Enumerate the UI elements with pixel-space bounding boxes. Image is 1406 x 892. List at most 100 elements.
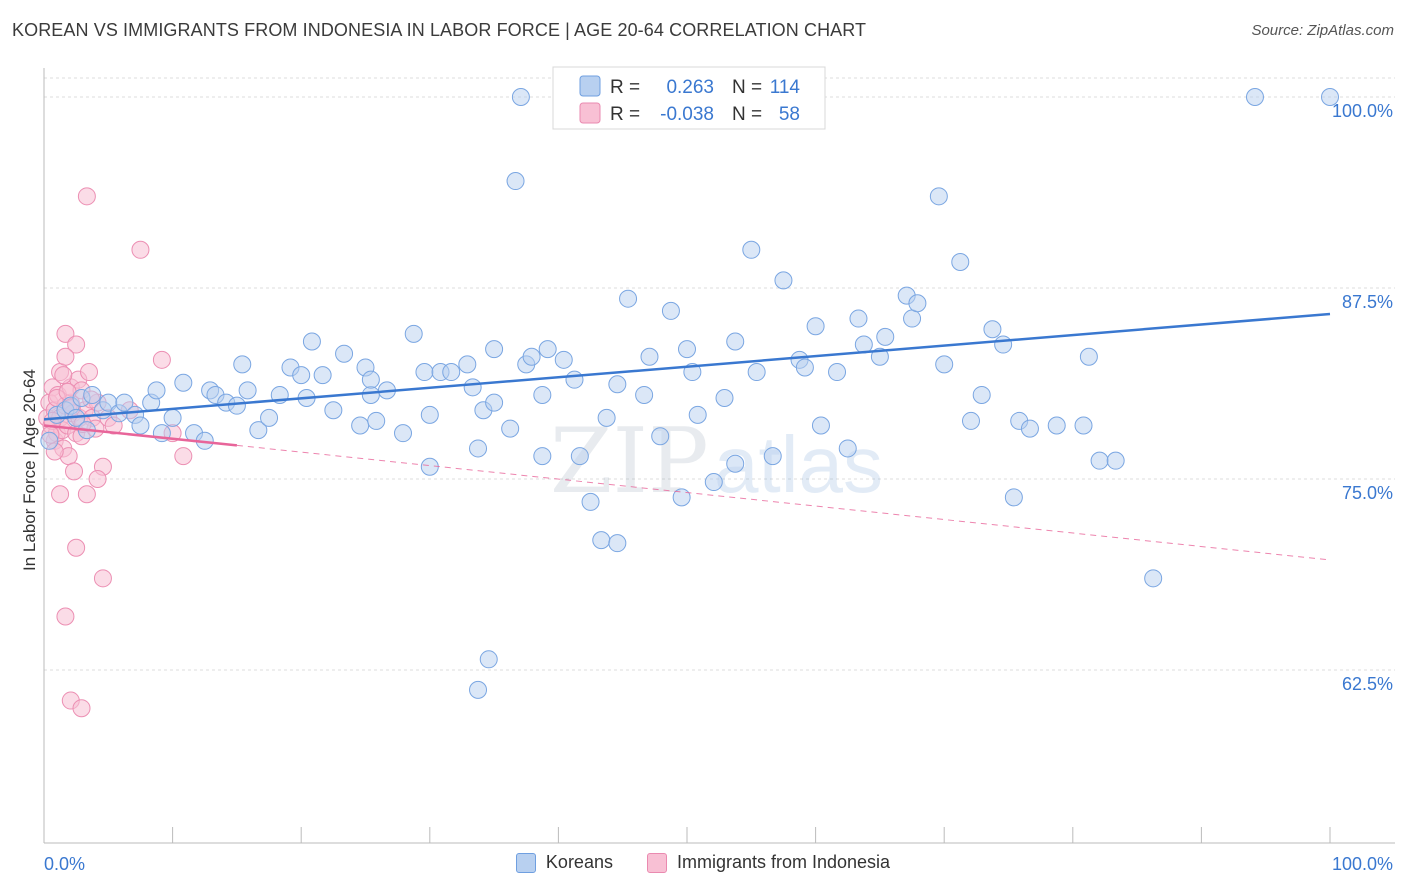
point-koreans <box>715 389 734 408</box>
point-koreans <box>1079 347 1098 366</box>
legend-n-value-koreans: 114 <box>770 77 801 98</box>
trend-indonesia-extended <box>236 444 1331 561</box>
point-koreans <box>838 439 857 458</box>
bottom-legend-swatch-koreans <box>515 852 536 873</box>
point-koreans <box>1321 88 1339 106</box>
point-koreans <box>597 408 616 427</box>
point-koreans <box>608 534 627 553</box>
point-indonesia <box>67 538 86 557</box>
point-koreans <box>806 317 825 336</box>
point-koreans <box>619 289 638 308</box>
point-koreans <box>554 350 573 369</box>
point-koreans <box>1144 569 1163 588</box>
source-label: Source: ZipAtlas.com <box>1251 22 1394 39</box>
point-indonesia <box>65 462 84 481</box>
point-koreans <box>233 355 252 374</box>
tick-labels: 62.5% 75.0% 87.5% 100.0% 0.0% 100.0% <box>44 101 1393 874</box>
legend-n-value-indonesia: 58 <box>779 104 800 125</box>
point-indonesia <box>93 569 112 588</box>
point-koreans <box>849 309 868 328</box>
point-koreans <box>704 473 723 492</box>
point-koreans <box>361 385 380 404</box>
point-indonesia <box>77 485 96 504</box>
point-indonesia <box>56 607 75 626</box>
legend-swatch-koreans <box>579 75 601 97</box>
point-koreans <box>903 309 922 328</box>
trend-koreans <box>43 312 1331 421</box>
point-koreans <box>522 347 541 366</box>
point-koreans <box>83 385 102 404</box>
point-koreans <box>592 531 611 550</box>
point-koreans <box>131 416 150 435</box>
point-indonesia <box>51 485 70 504</box>
point-koreans <box>688 405 707 424</box>
point-koreans <box>351 416 370 435</box>
bottom-legend-label-indonesia: Immigrants from Indonesia <box>676 852 891 872</box>
y-tick-label: 75.0% <box>1342 483 1393 503</box>
trend-indonesia <box>43 424 238 447</box>
point-koreans <box>469 680 488 699</box>
point-koreans <box>678 340 696 359</box>
series-koreans-points <box>40 88 1339 699</box>
axes <box>43 68 1395 844</box>
point-koreans <box>994 335 1013 354</box>
point-koreans <box>983 320 1002 339</box>
point-koreans <box>420 457 439 476</box>
point-koreans <box>1047 416 1066 435</box>
watermark: ZIP atlas <box>550 409 883 514</box>
point-koreans <box>302 332 321 351</box>
point-indonesia <box>56 324 75 343</box>
point-koreans <box>335 344 354 363</box>
point-koreans <box>1245 88 1264 106</box>
point-koreans <box>951 253 970 272</box>
point-koreans <box>795 358 814 377</box>
point-indonesia <box>67 335 86 354</box>
point-koreans <box>876 327 895 346</box>
point-koreans <box>469 439 488 458</box>
point-koreans <box>640 347 659 366</box>
trend-lines <box>43 312 1331 561</box>
bottom-legend-indonesia: Immigrants from Indonesia <box>646 852 891 873</box>
top-legend: R = 0.263 N = 114 R = -0.038 N = 58 <box>552 66 826 130</box>
point-koreans <box>972 385 991 404</box>
point-koreans <box>538 340 557 359</box>
point-koreans <box>747 363 766 382</box>
point-koreans <box>742 240 761 259</box>
point-koreans <box>511 88 530 106</box>
x-tick-label: 100.0% <box>1332 854 1393 874</box>
y-tick-label: 87.5% <box>1342 292 1393 312</box>
point-indonesia <box>72 699 91 718</box>
point-koreans <box>870 347 889 366</box>
legend-r-value-indonesia: -0.038 <box>660 104 714 125</box>
legend-n-label-koreans: N = <box>732 77 762 98</box>
point-indonesia <box>80 363 99 382</box>
point-koreans <box>1004 488 1023 507</box>
point-koreans <box>485 340 504 359</box>
point-koreans <box>442 363 461 382</box>
point-indonesia <box>54 366 73 385</box>
point-koreans <box>1090 451 1109 470</box>
point-koreans <box>763 447 782 466</box>
point-koreans <box>361 370 380 389</box>
point-koreans <box>458 355 477 374</box>
point-koreans <box>1106 451 1125 470</box>
point-koreans <box>608 375 627 394</box>
point-koreans <box>533 447 552 466</box>
point-koreans <box>929 187 948 206</box>
point-koreans <box>533 385 552 404</box>
point-koreans <box>485 393 504 412</box>
point-koreans <box>313 366 332 385</box>
legend-r-label-koreans: R = <box>610 77 640 98</box>
legend-r-value-koreans: 0.263 <box>666 77 714 98</box>
series-indonesia-points <box>38 187 193 718</box>
point-koreans <box>565 370 584 389</box>
point-koreans <box>163 408 182 427</box>
point-koreans <box>726 454 745 473</box>
legend-r-label-indonesia: R = <box>610 104 640 125</box>
point-koreans <box>908 294 927 313</box>
point-koreans <box>227 396 246 415</box>
point-indonesia <box>174 447 193 466</box>
point-koreans <box>774 271 793 290</box>
point-koreans <box>506 172 525 191</box>
